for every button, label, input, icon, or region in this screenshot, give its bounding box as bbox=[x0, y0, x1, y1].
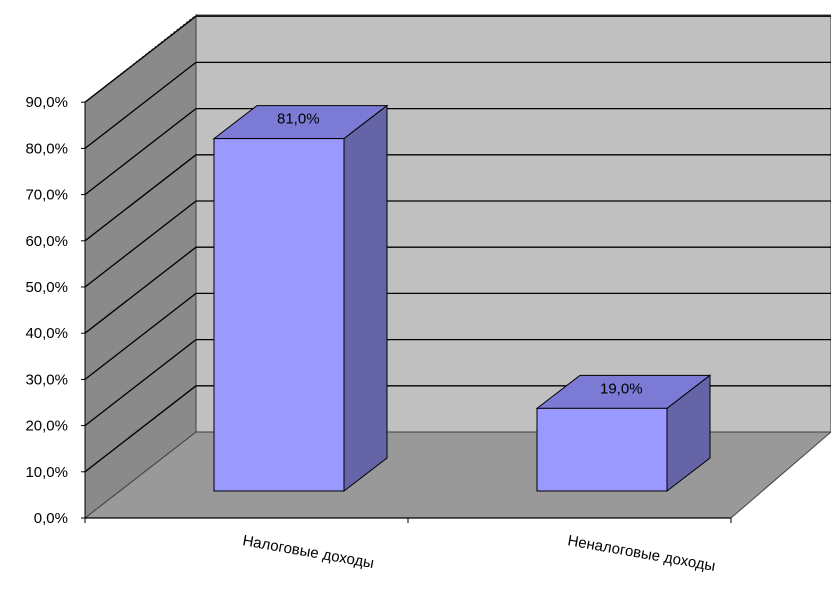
gridline-side bbox=[84, 15, 197, 103]
bar bbox=[213, 138, 345, 492]
gridline-side bbox=[84, 200, 197, 288]
y-tick-label: 30,0% bbox=[25, 371, 68, 388]
bar bbox=[536, 407, 668, 492]
y-tick-label: 20,0% bbox=[25, 418, 68, 435]
y-tick-label: 0,0% bbox=[34, 510, 68, 527]
data-label: 19,0% bbox=[600, 380, 643, 397]
y-tick-label: 90,0% bbox=[25, 94, 68, 111]
gridline-side bbox=[84, 108, 197, 196]
y-tick-label: 50,0% bbox=[25, 279, 68, 296]
gridline-side bbox=[84, 385, 197, 473]
x-tick-label: Налоговые доходы bbox=[241, 532, 375, 572]
chart-floor bbox=[83, 431, 831, 519]
gridline-side bbox=[84, 61, 197, 149]
gridline-side bbox=[84, 339, 197, 427]
side-wall bbox=[84, 13, 197, 520]
y-tick-label: 80,0% bbox=[25, 140, 68, 157]
gridline-side bbox=[84, 154, 197, 242]
x-tick-label: Неналоговые доходы bbox=[566, 532, 716, 575]
y-axis: 0,0% 10,0% 20,0% 30,0% 40,0% 50,0% 60,0% 70,0% 8… bbox=[25, 94, 86, 527]
chart-walls bbox=[83, 13, 831, 520]
y-tick-label: 70,0% bbox=[25, 187, 68, 204]
data-labels: 81,0% 19,0% bbox=[277, 111, 643, 398]
y-tick-label: 40,0% bbox=[25, 325, 68, 342]
x-axis: Налоговые доходы Неналоговые доходы bbox=[84, 517, 732, 575]
data-label: 81,0% bbox=[277, 111, 320, 128]
gridline-side bbox=[84, 292, 197, 380]
gridline-side bbox=[84, 246, 197, 334]
bar-side bbox=[343, 104, 388, 493]
bars bbox=[212, 104, 712, 493]
y-tick-label: 10,0% bbox=[25, 464, 68, 481]
y-tick-label: 60,0% bbox=[25, 233, 68, 250]
